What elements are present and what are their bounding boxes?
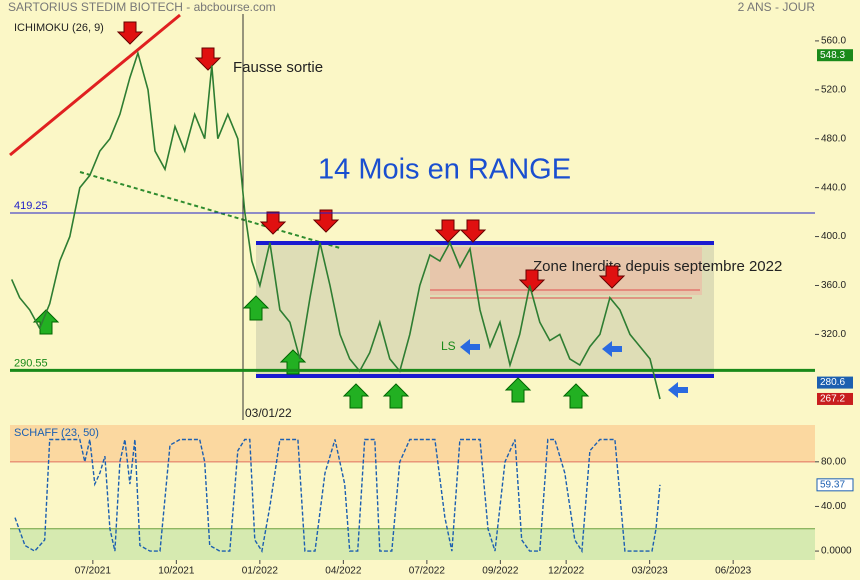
trend-line [9, 13, 181, 157]
x-tick-label: 12/2022 [548, 566, 585, 577]
y-tick-label: 80.00 [821, 456, 846, 467]
series-line [10, 50, 661, 400]
value-box [816, 478, 854, 492]
chart-subtitle: 2 ANS - JOUR [738, 0, 816, 14]
buy-arrow [382, 383, 410, 409]
indicator-label: SCHAFF (23, 50) [14, 427, 99, 439]
sell-arrow [518, 269, 546, 293]
price-box [817, 376, 853, 389]
annotation: LS [441, 339, 456, 353]
overbought-band [10, 425, 815, 462]
level-label: 290.55 [14, 357, 48, 369]
buy-arrow [342, 383, 370, 409]
value-box-label: 59.37 [820, 479, 845, 490]
x-tick-label: 09/2022 [482, 566, 519, 577]
level-label: 419.25 [14, 200, 48, 212]
indicator-label: ICHIMOKU (26, 9) [14, 22, 104, 34]
background-layer [9, 13, 815, 560]
buy-arrow [242, 295, 270, 321]
sell-arrow [434, 219, 462, 243]
annotation: 14 Mois en RANGE [318, 154, 571, 186]
y-tick-label: 320.0 [821, 329, 846, 340]
price-box-label: 548.3 [820, 50, 845, 61]
sell-arrow [598, 265, 626, 289]
blue-arrow [460, 339, 480, 355]
y-tick-label: 0.0000 [821, 546, 852, 557]
y-tick-label: 360.0 [821, 280, 846, 291]
sell-arrow [312, 209, 340, 233]
x-tick-label: 04/2022 [325, 566, 362, 577]
y-tick-label: 560.0 [821, 36, 846, 47]
x-tick-label: 06/2023 [715, 566, 752, 577]
chart-title: SARTORIUS STEDIM BIOTECH - abcbourse.com [8, 0, 276, 14]
forbidden-zone [430, 247, 702, 295]
y-tick-label: 480.0 [821, 133, 846, 144]
blue-arrow [602, 341, 622, 357]
price-box-label: 280.6 [820, 377, 845, 388]
x-tick-label: 07/2022 [409, 566, 446, 577]
series-line [14, 438, 661, 554]
x-tick-label: 01/2022 [242, 566, 279, 577]
y-tick-label: 440.0 [821, 182, 846, 193]
sell-arrow [194, 47, 222, 71]
annotation: 03/01/22 [245, 406, 292, 420]
price-box [817, 392, 853, 405]
sell-arrow [116, 21, 144, 45]
buy-arrow [504, 377, 532, 403]
x-tick-label: 07/2021 [75, 566, 112, 577]
blue-arrow [668, 382, 688, 398]
arrows [32, 21, 688, 409]
y-tick-label: 40.00 [821, 501, 846, 512]
annotation: Zone Inerdite depuis septembre 2022 [533, 258, 782, 275]
sell-arrow [459, 219, 487, 243]
buy-arrow [562, 383, 590, 409]
oversold-band [10, 528, 815, 560]
sell-arrow [259, 211, 287, 235]
x-tick-label: 10/2021 [158, 566, 195, 577]
price-box-label: 267.2 [820, 394, 845, 405]
x-tick-label: 03/2023 [632, 566, 669, 577]
price-box [817, 49, 853, 62]
annotation: Fausse sortie [233, 59, 323, 76]
y-tick-label: 520.0 [821, 84, 846, 95]
trend-line [79, 171, 341, 249]
y-tick-label: 400.0 [821, 231, 846, 242]
